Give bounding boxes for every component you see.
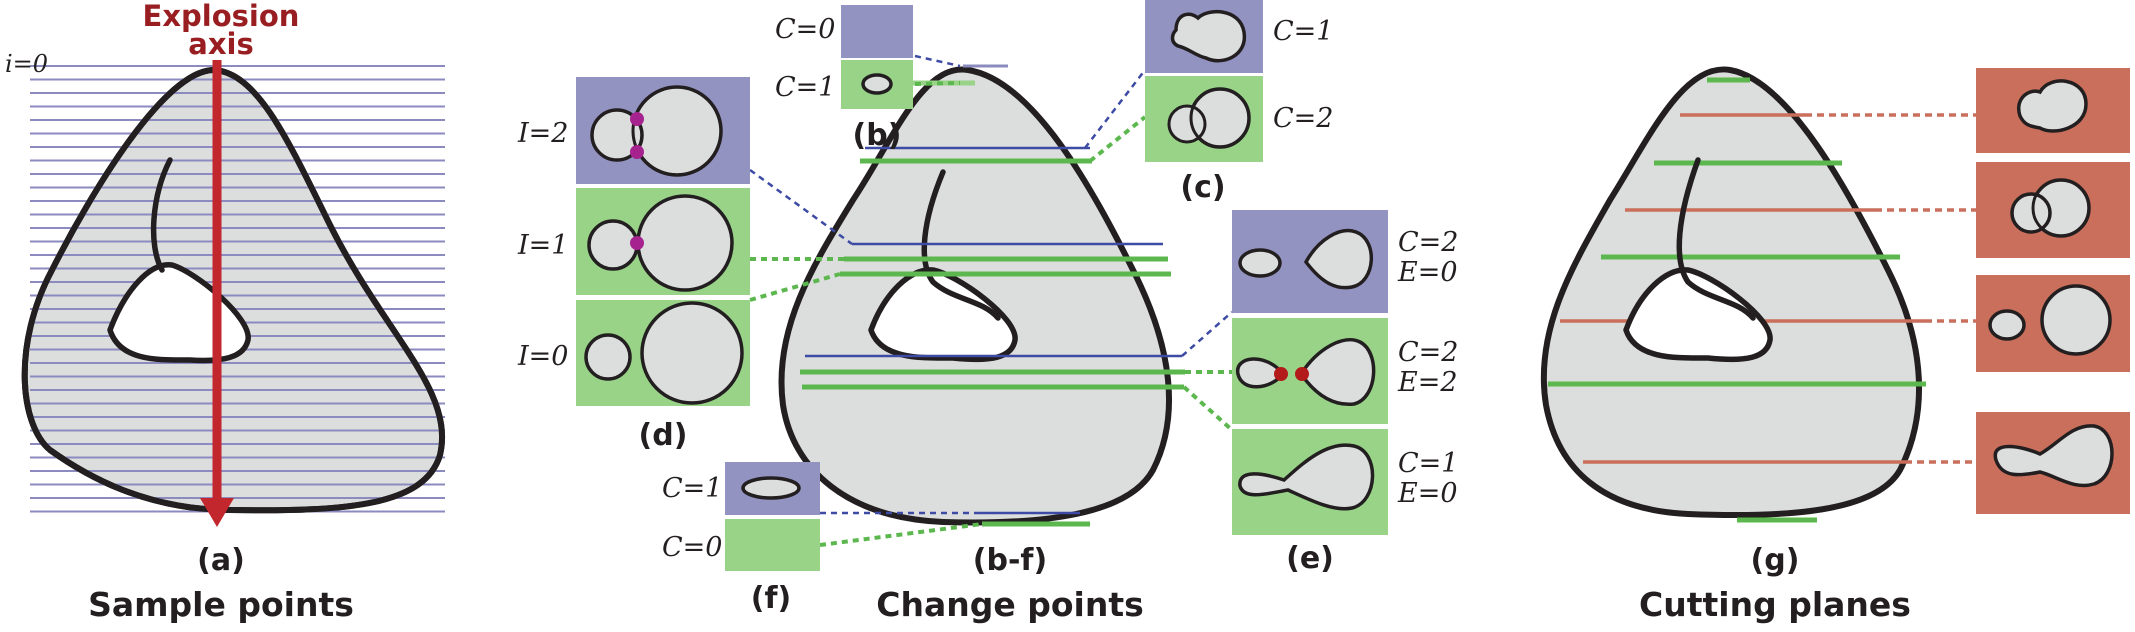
panel-f-top-label: C=1: [662, 473, 722, 504]
panel-e-label-1a: C=2: [1398, 227, 1458, 258]
panel-bf-shape: [778, 66, 1172, 526]
sample-index-label: i=0: [5, 50, 48, 78]
panel-b-top-box: [841, 5, 913, 58]
panel-f: C=1 C=0 (f): [662, 462, 820, 616]
panel-c-letter: (c): [1180, 170, 1225, 205]
panel-c: C=1 C=2 (c): [1145, 0, 1333, 205]
panel-d: I=2 I=1 I=0 (d): [517, 77, 750, 453]
panel-b-letter: (b): [853, 118, 902, 153]
connectors-g: [1805, 113, 1976, 464]
panel-d-letter: (d): [639, 418, 688, 453]
explosion-axis-label-1: Explosion: [143, 0, 300, 33]
panel-e-label-1b: E=0: [1397, 257, 1458, 288]
panel-a-title: Sample points: [88, 585, 354, 624]
panel-f-bottom-box: [725, 519, 820, 571]
panel-f-letter: (f): [751, 581, 791, 616]
tangent-point: [630, 236, 644, 250]
panel-bf-title: Change points: [876, 585, 1143, 624]
panel-e-label-2a: C=2: [1398, 337, 1458, 368]
panel-e: C=2 E=0 C=2 E=2 C=1 E=0 (e): [1232, 210, 1458, 576]
panel-a-letter: (a): [197, 543, 245, 578]
panel-bf-letter: (b-f): [973, 543, 1047, 578]
explosion-axis-arrowhead: [200, 498, 234, 527]
panel-e-label-3a: C=1: [1398, 448, 1458, 479]
panel-c-top-label: C=1: [1273, 16, 1333, 47]
panel-g-cutting-planes: (g) Cutting planes: [1540, 66, 2130, 624]
intersection-point: [630, 145, 644, 159]
panel-b: C=0 C=1 (b): [775, 5, 913, 153]
panel-e-label-2b: E=2: [1397, 367, 1458, 398]
panel-g-title: Cutting planes: [1639, 585, 1911, 624]
panel-bf-change-points: (b-f) Change points: [749, 54, 1234, 624]
panel-e-label-3b: E=0: [1397, 478, 1458, 509]
intersection-point: [630, 112, 644, 126]
panel-b-top-label: C=0: [775, 14, 835, 45]
panel-b-bottom-label: C=1: [775, 72, 835, 103]
panel-a-sample-points: Explosion axis i=0 (a) Sample points: [5, 0, 445, 624]
extremum-point: [1295, 367, 1309, 381]
panel-g-letter: (g): [1751, 543, 1800, 578]
panel-c-bottom-label: C=2: [1273, 103, 1333, 134]
explosion-axis-label-2: axis: [188, 27, 253, 61]
panel-e-letter: (e): [1286, 541, 1334, 576]
sample-lines: [30, 65, 445, 513]
panel-f-bottom-label: C=0: [662, 532, 722, 563]
panel-d-label-i0: I=0: [517, 341, 568, 372]
connectors-bf: [749, 54, 1234, 547]
extremum-point: [1274, 367, 1288, 381]
panel-d-label-i1: I=1: [517, 230, 568, 261]
panel-d-label-i2: I=2: [517, 118, 568, 149]
